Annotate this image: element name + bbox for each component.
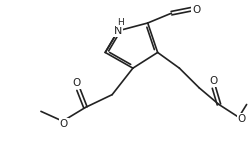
Text: H: H xyxy=(117,17,124,26)
Text: O: O xyxy=(192,5,200,15)
Text: N: N xyxy=(114,26,122,36)
Text: O: O xyxy=(209,76,217,86)
Text: O: O xyxy=(72,78,81,88)
Text: O: O xyxy=(60,119,68,129)
Text: O: O xyxy=(238,114,246,124)
